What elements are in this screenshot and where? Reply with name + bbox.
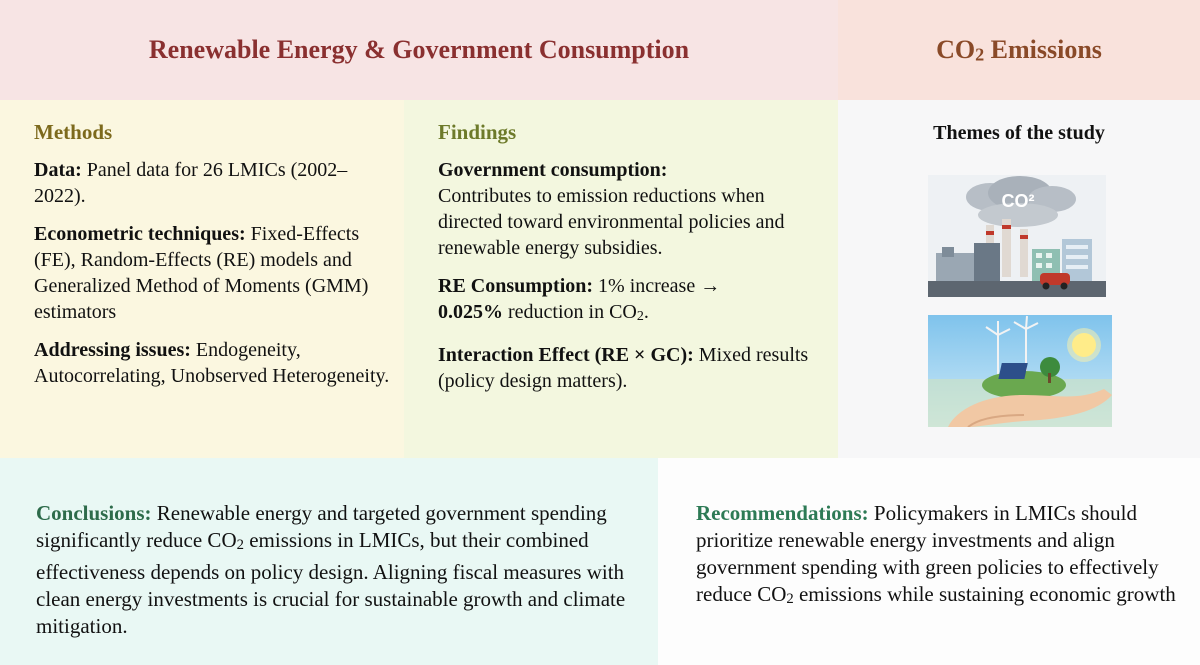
co2-title: CO2 Emissions	[936, 35, 1102, 66]
findings-re-text3: .	[643, 301, 649, 323]
conclusions-panel: Conclusions: Renewable energy and target…	[0, 458, 658, 665]
conclusions-text1: Renewable energy and targeted government…	[36, 501, 607, 552]
findings-heading: Findings	[438, 120, 517, 144]
findings-re-text2: reduction in CO	[503, 301, 637, 323]
recommendations-label: Recommendations:	[696, 501, 869, 525]
findings-interaction: Interaction Effect (RE × GC): Mixed resu…	[438, 342, 824, 394]
findings-re-bold: 0.025%	[438, 301, 503, 323]
cloud-co2-text: CO²	[1002, 191, 1035, 211]
co2-title-sub: 2	[975, 44, 985, 65]
findings-inter-text: Mixed results (policy design matters).	[438, 344, 809, 393]
conclusions-text2: emissions in LMICs, but their combined e…	[36, 528, 626, 639]
findings-gov-text: Contributes to emission reductions when …	[438, 185, 785, 259]
findings-gov-label: Government consumption:	[438, 159, 668, 181]
findings-re-label: RE Consumption:	[438, 275, 594, 297]
recommendations-text2: emissions while sustaining economic grow…	[793, 582, 1176, 606]
themes-panel: Themes of the study CO²	[838, 100, 1200, 458]
findings-inter-label: Interaction Effect (RE × GC):	[438, 344, 694, 367]
conclusions-text: Conclusions: Renewable energy and target…	[36, 500, 638, 640]
conclusions-sub: 2	[236, 537, 244, 554]
factory-pollution-icon: CO²	[928, 175, 1106, 297]
recommendations-text: Recommendations: Policymakers in LMICs s…	[696, 500, 1184, 613]
findings-panel: Findings Government consumption: Contribu…	[404, 100, 838, 458]
findings-re-text1: 1% increase →	[593, 275, 721, 297]
methods-issues-label: Addressing issues:	[34, 339, 191, 361]
methods-heading: Methods	[34, 120, 113, 144]
findings-re-sub: 2	[636, 309, 644, 325]
recommendations-sub: 2	[786, 591, 794, 608]
methods-data-text: Panel data for 26 LMICs (2002–2022).	[34, 159, 348, 207]
methods-techniques: Econometric techniques: Fixed-Effects (F…	[34, 221, 390, 325]
header-right: CO2 Emissions	[838, 0, 1200, 100]
header-left: Renewable Energy & Government Consumptio…	[0, 0, 838, 100]
methods-issues-text: Endogeneity, Autocorrelating, Unobserved…	[34, 339, 390, 387]
findings-re: RE Consumption: 1% increase → 0.025% redu…	[438, 273, 824, 330]
methods-issues: Addressing issues: Endogeneity, Autocorr…	[34, 337, 390, 389]
methods-panel: Methods Data: Panel data for 26 LMICs (2…	[0, 100, 404, 458]
co2-title-suffix: Emissions	[984, 34, 1102, 64]
findings-gov: Government consumption: Contributes to em…	[438, 157, 824, 261]
methods-tech-label: Econometric techniques:	[34, 223, 246, 245]
conclusions-label: Conclusions:	[36, 501, 152, 525]
methods-data: Data: Panel data for 26 LMICs (2002–2022…	[34, 157, 390, 209]
methods-data-label: Data:	[34, 159, 82, 181]
hand-holding-earth-icon	[928, 315, 1112, 427]
recommendations-panel: Recommendations: Policymakers in LMICs s…	[658, 458, 1200, 665]
recommendations-text1: Policymakers in LMICs should prioritize …	[696, 501, 1159, 606]
co2-title-prefix: CO	[936, 34, 976, 64]
main-title: Renewable Energy & Government Consumptio…	[148, 35, 690, 64]
themes-title: Themes of the study	[933, 122, 1105, 144]
methods-tech-text: Fixed-Effects (FE), Random-Effects (RE) …	[34, 223, 369, 323]
